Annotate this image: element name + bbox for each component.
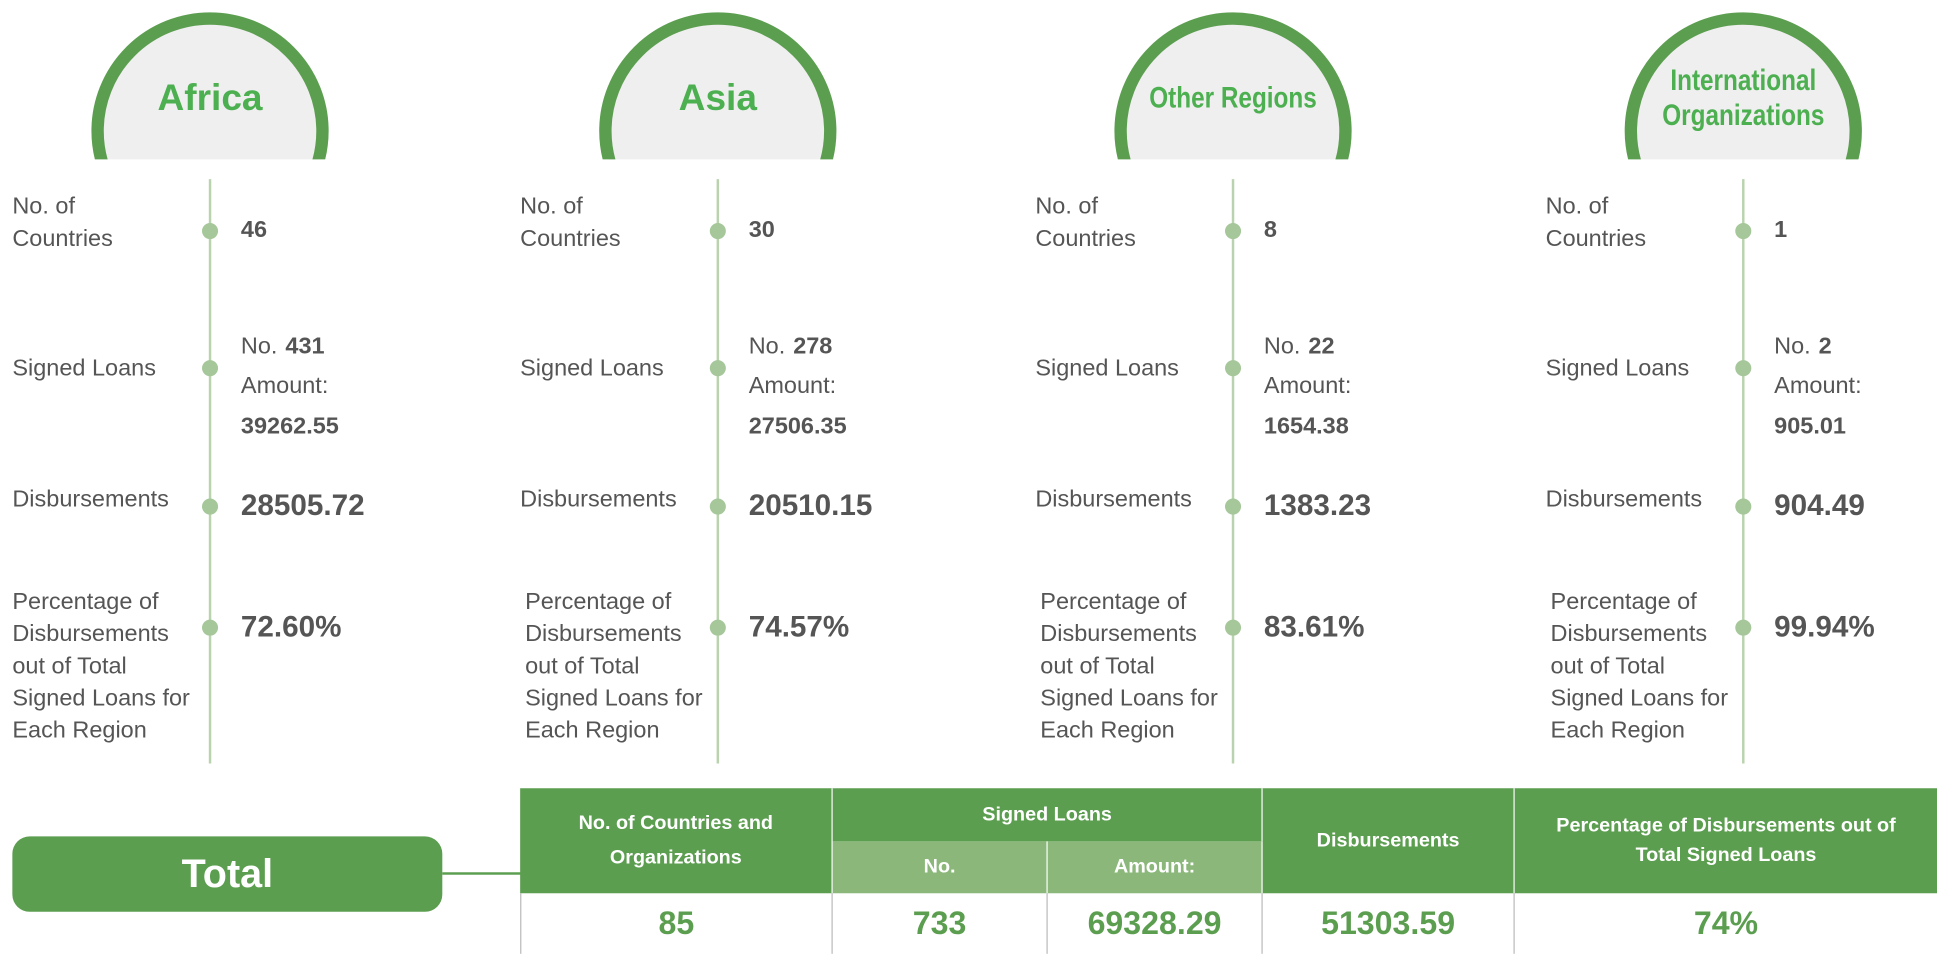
total-amount: 69328.29 [1048, 893, 1263, 954]
total-label: Total [12, 836, 443, 912]
value: 28505.72 [240, 489, 365, 523]
decor [1114, 12, 1352, 764]
dot [709, 619, 726, 636]
total-disb: 51303.59 [1263, 893, 1515, 954]
label: No. of Countries [1545, 193, 1647, 253]
value: 27506.35 [748, 413, 847, 440]
dot [709, 498, 726, 515]
value: 39262.55 [240, 413, 339, 440]
region-column: Other Regions No. of Countries 8 Signed Loa… [1023, 0, 1427, 778]
region-column: Asia No. of Countries 30 Signed Loans No. 278… [508, 0, 912, 778]
label: Amount: [1774, 373, 1862, 400]
label: Disbursements [12, 486, 169, 513]
value: 1654.38 [1263, 413, 1349, 440]
value: 278 [793, 333, 833, 360]
value: 8 [1263, 217, 1277, 244]
total-no: 733 [833, 893, 1048, 954]
label: Percentage of Disbursements out of Total… [1550, 589, 1729, 744]
arch [599, 12, 837, 160]
dot [1224, 360, 1242, 377]
arch [1624, 12, 1862, 160]
value: 431 [285, 333, 325, 360]
header-pct: Percentage of Disbursements out of Total… [1514, 788, 1937, 894]
label: Signed Loans [1545, 355, 1690, 382]
dot [1224, 619, 1242, 636]
label: No. [1774, 333, 1811, 360]
header-no: No. [832, 841, 1048, 894]
dot [1224, 223, 1242, 240]
label: No. of Countries [1035, 193, 1136, 253]
header-amount: Amount: [1047, 841, 1263, 894]
header-countries: No. of Countries and Organizations [520, 788, 833, 894]
dot [1735, 223, 1752, 240]
label: Signed Loans [12, 355, 156, 382]
total-countries: 85 [520, 893, 833, 954]
value: 46 [240, 217, 268, 244]
decor [91, 12, 329, 764]
label: Amount: [748, 373, 837, 400]
value: 72.60% [240, 610, 342, 644]
dot [202, 223, 219, 240]
label: Percentage of Disbursements out of Total… [1040, 589, 1218, 744]
label: Signed Loans [1035, 355, 1179, 382]
value: 905.01 [1774, 413, 1846, 440]
arch [1114, 12, 1352, 160]
dot [202, 360, 219, 377]
dot [1735, 498, 1752, 515]
region-title: International Organizations [1662, 64, 1825, 133]
label: Disbursements [1545, 486, 1703, 513]
dot [709, 223, 726, 240]
value: 20510.15 [748, 489, 873, 523]
dot [709, 360, 726, 377]
value: 1383.23 [1263, 489, 1372, 523]
connector [442, 872, 522, 875]
label: No. of Countries [520, 193, 621, 253]
value: 30 [748, 217, 775, 244]
dot [202, 619, 219, 636]
decor [1624, 12, 1862, 764]
value: 1 [1774, 217, 1788, 244]
region-title: Other Regions [1149, 81, 1317, 115]
region-title: Africa [157, 77, 263, 119]
decor [599, 12, 837, 764]
value: 83.61% [1263, 610, 1365, 644]
label: Amount: [1263, 373, 1352, 400]
dot [1224, 498, 1242, 515]
label: Amount: [240, 373, 329, 400]
label: No. [1263, 333, 1301, 360]
region-column: International Organizations No. of Countr… [1533, 0, 1937, 778]
value: 22 [1308, 333, 1335, 360]
label: Percentage of Disbursements out of Total… [12, 589, 190, 744]
dot [1735, 619, 1752, 636]
arch [91, 12, 329, 160]
label: Percentage of Disbursements out of Total… [525, 589, 703, 744]
value: 74.57% [748, 610, 850, 644]
label: Disbursements [520, 486, 677, 513]
header-disb: Disbursements [1262, 788, 1515, 894]
value: 99.94% [1774, 610, 1875, 644]
label: No. [748, 333, 786, 360]
label: Disbursements [1035, 486, 1192, 513]
dot [202, 498, 219, 515]
value: 2 [1818, 333, 1832, 360]
total-pct: 74% [1693, 904, 1759, 942]
label: No. of Countries [12, 193, 113, 253]
value: 904.49 [1774, 489, 1865, 523]
dot [1735, 360, 1752, 377]
label: No. [240, 333, 278, 360]
region-column: Africa No. of Countries 46 Signed Loans No. 4… [0, 0, 404, 778]
region-title: Asia [678, 77, 757, 119]
header-loans: Signed Loans [832, 788, 1263, 842]
label: Signed Loans [520, 355, 664, 382]
